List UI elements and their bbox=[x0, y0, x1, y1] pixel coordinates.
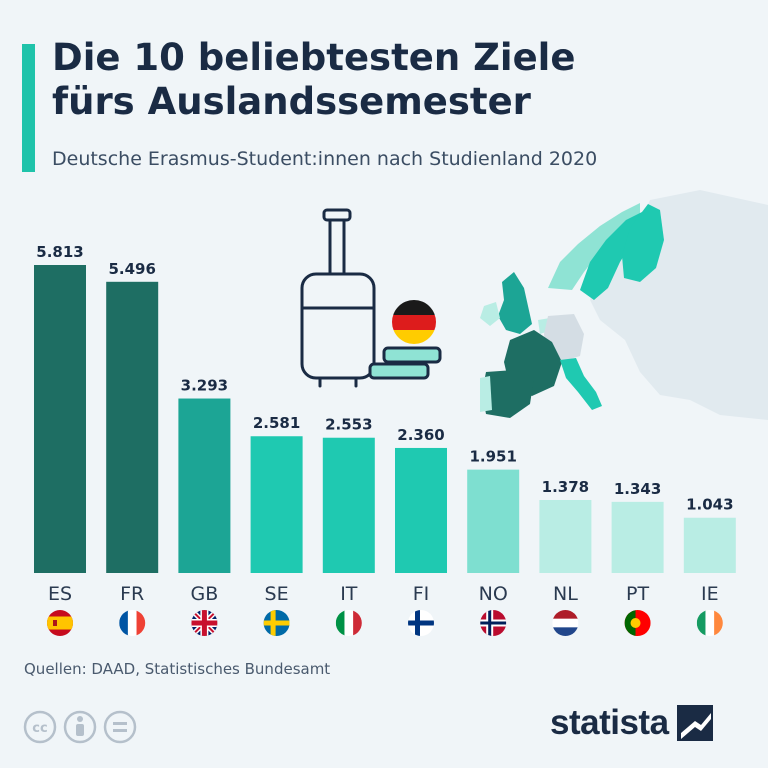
bar-no bbox=[467, 469, 520, 573]
map-region-great-britain bbox=[498, 272, 532, 334]
value-label-ie: 1.043 bbox=[686, 496, 733, 514]
value-label-es: 5.813 bbox=[36, 243, 83, 261]
title-accent-bar bbox=[22, 44, 35, 172]
flag-ie-icon bbox=[696, 610, 723, 636]
category-label-pt: PT bbox=[626, 583, 649, 605]
chart-subtitle: Deutsche Erasmus-Student:innen nach Stud… bbox=[52, 148, 598, 170]
flag-no-icon bbox=[480, 610, 507, 636]
bar-se bbox=[250, 436, 303, 573]
value-label-no: 1.951 bbox=[469, 448, 516, 466]
value-label-pt: 1.343 bbox=[614, 480, 661, 498]
map-region-portugal bbox=[480, 376, 492, 412]
map-region-finland bbox=[622, 204, 664, 282]
title-line-1: Die 10 beliebtesten Ziele bbox=[52, 36, 576, 79]
bar-fi bbox=[395, 447, 447, 573]
by-icon bbox=[63, 710, 97, 744]
chart-title: Die 10 beliebtesten Ziele fürs Auslandss… bbox=[52, 36, 752, 124]
value-label-se: 2.581 bbox=[253, 414, 300, 432]
category-label-fr: FR bbox=[120, 583, 144, 605]
source-note: Quellen: DAAD, Statistisches Bundesamt bbox=[24, 660, 331, 678]
bar-ie bbox=[683, 517, 736, 573]
flag-es-icon bbox=[47, 610, 73, 636]
map-region-ireland bbox=[480, 302, 500, 326]
category-label-se: SE bbox=[265, 583, 289, 605]
brand-name: statista bbox=[550, 703, 669, 742]
flag-se-icon bbox=[263, 610, 290, 636]
map-region-norway bbox=[548, 203, 640, 290]
category-label-es: ES bbox=[48, 583, 72, 605]
license-icons: cc bbox=[23, 710, 137, 744]
flags-group bbox=[47, 610, 723, 636]
statista-logo-icon bbox=[676, 705, 713, 741]
map-region-italy bbox=[560, 358, 602, 410]
suitcase-icon bbox=[300, 208, 376, 388]
category-label-ie: IE bbox=[701, 583, 719, 605]
bar-es bbox=[34, 265, 86, 573]
value-label-fr: 5.496 bbox=[108, 260, 155, 278]
flag-gb-icon bbox=[191, 610, 218, 636]
books-icon bbox=[368, 346, 442, 380]
german-flag-icon bbox=[392, 300, 436, 344]
value-label-nl: 1.378 bbox=[542, 478, 589, 496]
category-label-no: NO bbox=[479, 583, 508, 605]
flag-pt-icon bbox=[624, 610, 651, 636]
map-region-spain bbox=[482, 370, 534, 418]
category-label-gb: GB bbox=[191, 583, 219, 605]
category-label-it: IT bbox=[340, 583, 358, 605]
bar-pt bbox=[611, 501, 664, 573]
title-line-2: fürs Auslandssemester bbox=[52, 80, 531, 123]
nd-icon bbox=[103, 710, 137, 744]
value-label-fi: 2.360 bbox=[397, 426, 444, 444]
svg-text:cc: cc bbox=[32, 721, 47, 736]
bar-gb bbox=[178, 398, 231, 573]
flag-fi-icon bbox=[408, 610, 434, 636]
value-label-it: 2.553 bbox=[325, 416, 372, 434]
cc-icon: cc bbox=[23, 710, 57, 744]
value-label-gb: 3.293 bbox=[181, 377, 228, 395]
category-label-fi: FI bbox=[413, 583, 430, 605]
bar-fr bbox=[106, 281, 159, 573]
europe-map bbox=[480, 190, 768, 420]
category-label-nl: NL bbox=[553, 583, 578, 605]
flag-it-icon bbox=[335, 610, 362, 636]
bars-group: 5.813 ES 5.496 FR 3.293 GB 2.581 SE 2.553 IT 2.360… bbox=[34, 243, 736, 605]
flag-fr-icon bbox=[119, 610, 146, 636]
bar-it bbox=[322, 437, 375, 573]
bar-nl bbox=[539, 499, 592, 573]
statista-logo: statista bbox=[550, 703, 717, 743]
flag-nl-icon bbox=[552, 610, 579, 636]
